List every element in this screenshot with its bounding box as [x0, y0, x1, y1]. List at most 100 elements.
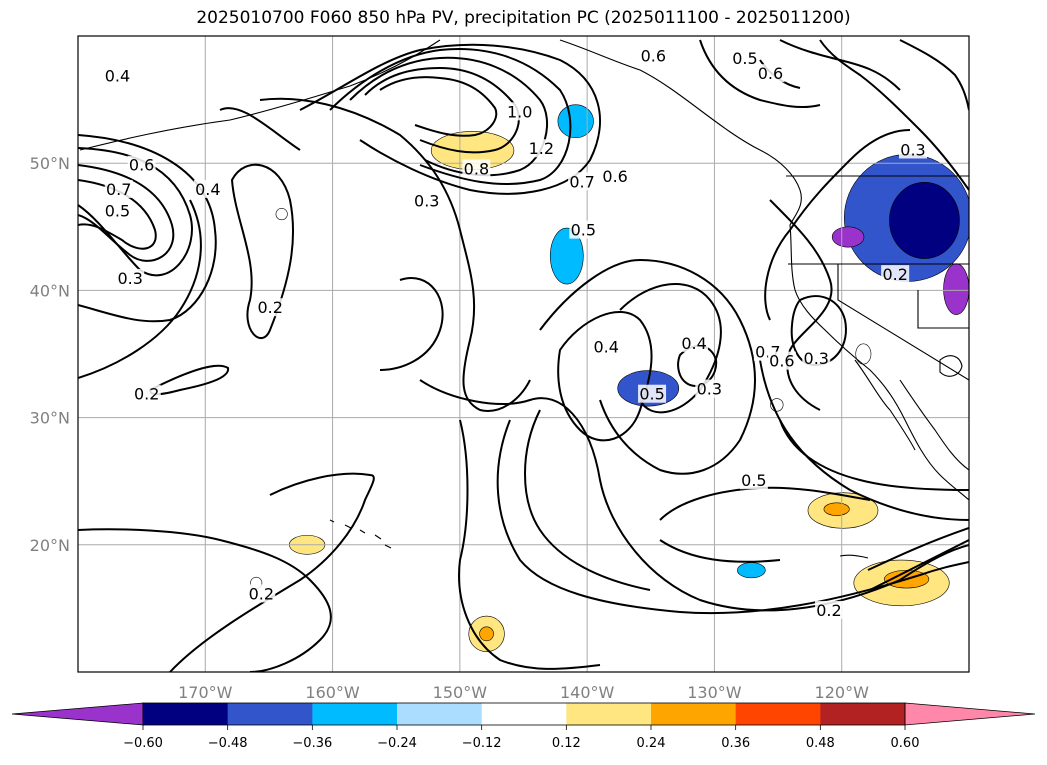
- colorbar-extend-high: [904, 702, 1036, 726]
- contour-label-bg: [802, 349, 831, 368]
- colorbar-segment-3: [397, 703, 483, 725]
- map-gridlines: [78, 36, 969, 672]
- contour-label-7: 0.2: [134, 385, 159, 404]
- contour-label-bg: [739, 471, 768, 490]
- contour-label-bg: [592, 337, 621, 356]
- colorbar-tick-label: −0.48: [208, 736, 248, 751]
- chart-title: 2025010700 F060 850 hPa PV, precipitatio…: [196, 8, 851, 28]
- colorbar-tick-label: −0.12: [462, 736, 502, 751]
- contour-label-25: 0.3: [900, 140, 925, 159]
- contour-label-8: 0.3: [414, 191, 439, 210]
- colorbar-segment-2: [312, 703, 398, 725]
- colorbar-segment-8: [820, 703, 906, 725]
- contour-label-bg: [116, 268, 145, 287]
- lon-tick-label: 160°W: [305, 683, 360, 702]
- colorbar-tick-label: 0.48: [806, 736, 835, 751]
- coastlines: [79, 39, 969, 559]
- colorbar-tick-label: −0.36: [292, 736, 332, 751]
- lat-tick-label: 30°N: [30, 409, 70, 428]
- colorbar-segment-6: [651, 703, 737, 725]
- colorbar-segment-0: [143, 703, 229, 725]
- precip-pc-area-16: [855, 343, 872, 365]
- contour-label-11: 1.2: [529, 139, 554, 158]
- precipitation-pc-layer: [250, 104, 969, 652]
- contour-label-bg: [814, 600, 843, 619]
- colorbar-segment-5: [566, 703, 652, 725]
- contour-label-bg: [601, 167, 630, 186]
- contour-label-bg: [247, 584, 276, 603]
- longitude-tick-labels: 170°W 160°W 150°W 140°W 130°W 120°W: [178, 683, 869, 702]
- colorbar-tick-label: 0.60: [891, 736, 920, 751]
- contour-label-bg: [881, 265, 910, 284]
- colorbar-tick-label: −0.60: [123, 736, 163, 751]
- contour-label-9: 0.8: [464, 160, 489, 179]
- contour-label-23: 0.2: [249, 584, 274, 603]
- contour-label-18: 0.4: [594, 338, 619, 357]
- contour-label-13: 0.6: [602, 167, 627, 186]
- colorbar-segment-1: [227, 703, 313, 725]
- precip-pc-area-5: [557, 104, 594, 139]
- contour-label-17: 0.6: [758, 64, 783, 83]
- contour-label-bg: [680, 333, 709, 352]
- contour-label-bg: [569, 220, 598, 239]
- lat-tick-label: 40°N: [30, 281, 70, 300]
- contour-label-6: 0.2: [257, 298, 282, 317]
- contour-label-bg: [132, 384, 161, 403]
- contour-label-20: 0.5: [639, 385, 664, 404]
- contour-label-bg: [103, 66, 132, 85]
- map-frame: [77, 35, 970, 673]
- precip-pc-area-14: [479, 626, 494, 642]
- contour-label-bg: [193, 179, 222, 198]
- lon-tick-label: 170°W: [178, 683, 233, 702]
- colorbar: [11, 702, 1036, 726]
- contour-label-bg: [639, 46, 668, 65]
- contour-label-bg: [767, 351, 796, 370]
- contour-label-1: 0.6: [129, 156, 154, 175]
- contour-label-4: 0.3: [117, 269, 142, 288]
- lon-tick-label: 150°W: [433, 683, 488, 702]
- contour-label-24: 0.2: [816, 601, 841, 620]
- colorbar-tick-labels: −0.60 −0.48 −0.36 −0.24 −0.12 0.12 0.24 0.36 0.4…: [123, 725, 919, 751]
- contour-label-2: 0.7: [106, 180, 131, 199]
- precip-pc-area-7: [737, 562, 766, 579]
- contour-label-12: 0.7: [569, 172, 594, 191]
- contour-label-29: 0.3: [804, 349, 829, 368]
- lon-tick-label: 130°W: [687, 683, 742, 702]
- contour-label-bg: [730, 48, 759, 67]
- contour-label-bg: [462, 159, 491, 178]
- contour-label-bg: [505, 102, 534, 121]
- contour-label-15: 0.6: [641, 46, 666, 65]
- lat-tick-label: 50°N: [30, 154, 70, 173]
- contour-label-bg: [527, 139, 556, 158]
- contour-label-21: 0.3: [697, 380, 722, 399]
- colorbar-segment-4: [481, 703, 567, 725]
- precip-pc-area-1: [889, 181, 960, 259]
- contour-label-3: 0.5: [105, 202, 130, 221]
- contour-label-bg: [898, 140, 927, 159]
- colorbar-segment-7: [735, 703, 821, 725]
- latitude-tick-labels: 20°N 30°N 40°N 50°N: [30, 154, 70, 555]
- contour-label-bg: [256, 298, 285, 317]
- contour-label-bg: [412, 191, 441, 210]
- colorbar-tick-label: 0.24: [637, 736, 666, 751]
- contour-label-bg: [638, 384, 667, 403]
- contour-label-28: 0.6: [769, 352, 794, 371]
- lon-tick-label: 120°W: [815, 683, 870, 702]
- contour-label-14: 0.5: [571, 221, 596, 240]
- precip-pc-area-10: [823, 502, 850, 516]
- contour-label-0: 0.4: [105, 67, 130, 86]
- lat-tick-label: 20°N: [30, 536, 70, 555]
- colorbar-extend-low: [11, 702, 144, 726]
- precip-pc-area-18: [275, 208, 288, 221]
- colorbar-tick-label: 0.12: [552, 736, 581, 751]
- contour-label-16: 0.5: [732, 49, 757, 68]
- lon-tick-label: 140°W: [560, 683, 615, 702]
- colorbar-tick-label: −0.24: [377, 736, 417, 751]
- contour-label-bg: [127, 155, 156, 174]
- contour-labels: 0.4 0.6 0.7 0.5 0.3 0.4 0.2 0.2 0.3 0.8 1.0 1.2 0.7 0…: [103, 46, 927, 620]
- contour-label-10: 1.0: [507, 102, 532, 121]
- precip-pc-area-3: [943, 263, 969, 315]
- precip-pc-area-2: [831, 226, 865, 248]
- precip-pc-area-4: [549, 227, 584, 285]
